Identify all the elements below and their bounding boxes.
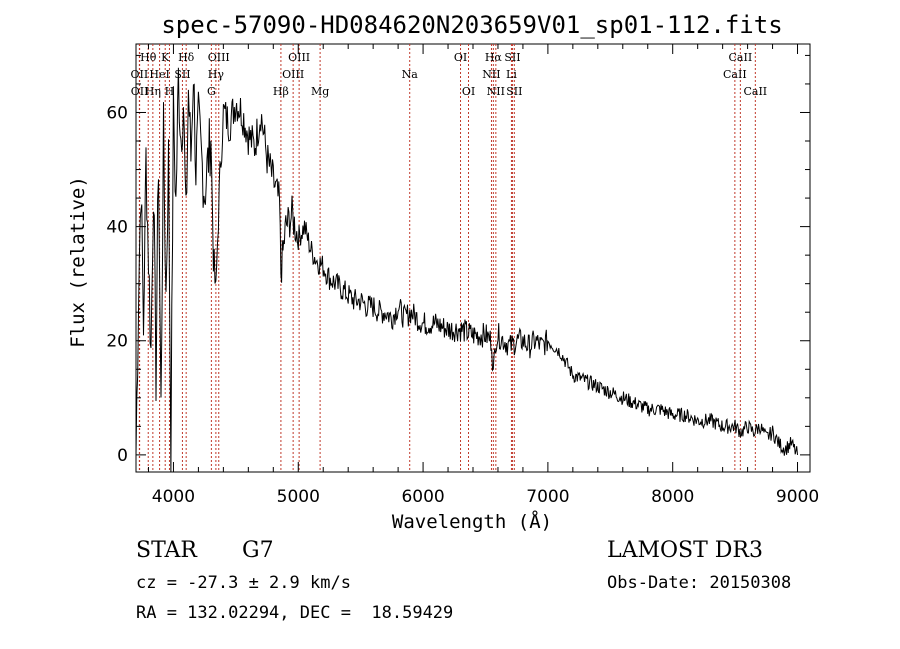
line-label-26: CaII xyxy=(729,51,753,64)
line-label-27: CaII xyxy=(743,85,767,98)
line-label-1: OII xyxy=(131,68,149,81)
line-label-0: Hθ xyxy=(140,51,157,64)
line-label-18: OI xyxy=(462,85,475,98)
line-label-20: NII xyxy=(482,68,500,81)
spectrum-series xyxy=(135,67,798,473)
line-label-3: Hη xyxy=(145,85,161,98)
survey-name: LAMOST DR3 xyxy=(607,538,763,563)
x-tick-label-4: 8000 xyxy=(651,487,694,507)
line-label-24: SII xyxy=(506,85,522,98)
x-tick-label-1: 5000 xyxy=(277,487,320,507)
chart-title: spec-57090-HD084620N203659V01_sp01-112.f… xyxy=(161,11,782,39)
spectral-line-markers xyxy=(138,44,756,472)
object-subclass: G7 xyxy=(242,538,274,563)
y-tick-label-2: 40 xyxy=(106,218,128,238)
line-label-4: HeI xyxy=(149,68,169,81)
x-tick-label-3: 7000 xyxy=(526,487,569,507)
line-label-25: CaII xyxy=(723,68,747,81)
line-label-13: OIII xyxy=(282,68,304,81)
y-tick-label-0: 0 xyxy=(117,446,128,466)
x-axis-ticks: 4000 5000 6000 7000 8000 9000 xyxy=(147,44,819,507)
y-axis-label: Flux (relative) xyxy=(67,176,89,348)
line-label-19: Hα xyxy=(485,51,503,64)
line-label-15: Mg xyxy=(311,85,329,98)
line-label-17: OI xyxy=(454,51,467,64)
line-label-14: OIII xyxy=(288,51,310,64)
line-label-12: Hβ xyxy=(273,85,289,98)
line-label-16: Na xyxy=(402,68,419,81)
x-tick-label-2: 6000 xyxy=(401,487,444,507)
spectrum-line xyxy=(135,67,798,473)
y-axis-ticks: 0 20 40 60 xyxy=(106,54,810,466)
x-axis-label: Wavelength (Å) xyxy=(392,510,552,533)
redshift-readout: cz = -27.3 ± 2.9 km/s xyxy=(136,573,351,593)
x-tick-label-5: 9000 xyxy=(776,487,819,507)
line-label-7: SII xyxy=(174,68,190,81)
y-tick-label-1: 20 xyxy=(106,332,128,352)
object-class: STAR xyxy=(136,538,197,563)
line-label-6: H xyxy=(165,85,175,98)
line-label-22: Li xyxy=(506,68,517,81)
coordinates: RA = 132.02294, DEC = 18.59429 xyxy=(136,603,454,623)
obs-date: Obs-Date: 20150308 xyxy=(607,573,792,593)
line-label-9: OIII xyxy=(208,51,230,64)
line-label-8: Hδ xyxy=(178,51,195,64)
line-label-11: G xyxy=(207,85,216,98)
line-label-5: K xyxy=(161,51,170,64)
y-tick-label-3: 60 xyxy=(106,103,128,123)
line-label-10: Hγ xyxy=(208,68,225,81)
line-label-23: SII xyxy=(504,51,520,64)
x-tick-label-0: 4000 xyxy=(152,487,195,507)
line-label-21: NII xyxy=(487,85,505,98)
line-label-2: OII xyxy=(131,85,149,98)
